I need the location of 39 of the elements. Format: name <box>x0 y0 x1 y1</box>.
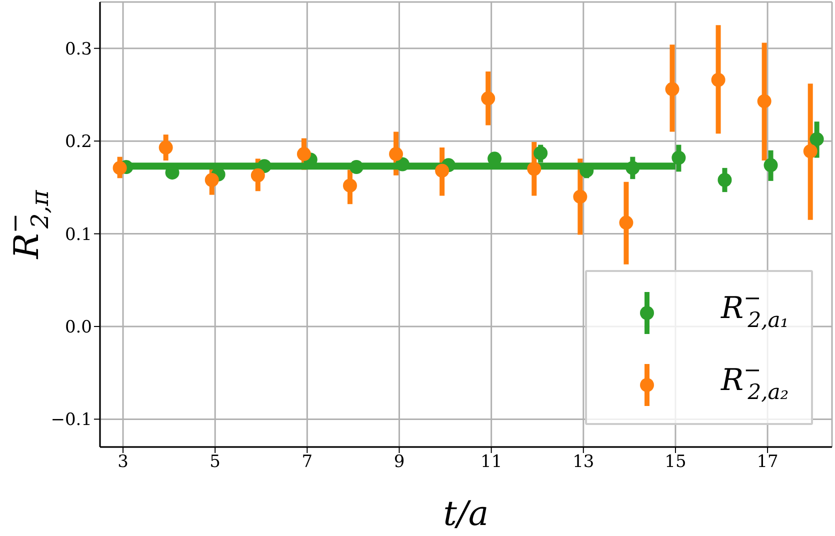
point <box>158 140 173 155</box>
point <box>672 150 686 165</box>
point <box>810 132 824 146</box>
point <box>296 147 311 162</box>
x-tick-label: 3 <box>118 452 128 472</box>
x-tick-label: 17 <box>756 452 778 472</box>
point <box>764 158 778 172</box>
y-tick-label: 0.2 <box>64 132 92 152</box>
y-tick-label: 0.1 <box>64 224 92 245</box>
point <box>342 178 357 193</box>
point <box>395 157 410 172</box>
x-tick-label: 9 <box>394 452 405 472</box>
point <box>257 159 272 174</box>
point <box>534 146 548 160</box>
point <box>803 144 818 158</box>
point <box>481 91 496 106</box>
point <box>573 190 588 204</box>
y-tick-label: −0.1 <box>50 410 92 430</box>
point <box>718 173 732 187</box>
point <box>711 72 726 87</box>
point <box>665 82 680 96</box>
x-axis-title: t/a <box>443 494 489 534</box>
x-tick-label: 7 <box>302 452 313 472</box>
point <box>250 168 265 182</box>
x-tick-label: 15 <box>664 452 686 472</box>
x-tick-label: 11 <box>480 452 502 472</box>
point <box>619 216 634 230</box>
y-tick-label: 0.3 <box>64 39 92 60</box>
x-tick-label: 13 <box>572 452 594 472</box>
point <box>389 147 404 162</box>
point <box>349 160 364 174</box>
point <box>112 160 127 175</box>
point <box>757 94 772 108</box>
x-tick-label: 5 <box>210 452 221 472</box>
point <box>204 173 219 187</box>
point <box>527 162 542 176</box>
y-tick-label: 0.0 <box>64 318 92 338</box>
point <box>435 164 450 178</box>
point <box>626 160 640 175</box>
